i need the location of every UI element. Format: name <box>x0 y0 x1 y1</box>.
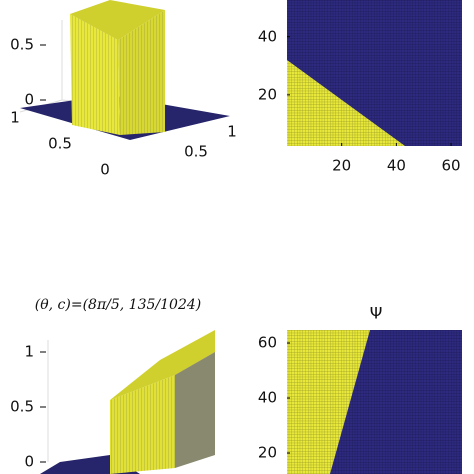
y-tick-label: 0.5 <box>184 143 208 161</box>
panel-title: (θ, c)=(8π/5, 135/1024) <box>35 297 201 313</box>
x-tick-label: 20 <box>332 157 351 175</box>
panel-title: Ψ <box>370 304 383 323</box>
z-tick-label: 0.5 <box>10 36 34 54</box>
y-tick-label: 20 <box>258 85 277 103</box>
z-tick-label: 0 <box>24 91 34 109</box>
x-tick-label: 40 <box>387 157 406 175</box>
x-tick-label: 60 <box>442 157 461 175</box>
heatmap-grid <box>287 330 462 474</box>
surface-top <box>70 0 165 40</box>
z-tick-label: 0 <box>24 453 34 471</box>
y-tick-label: 40 <box>258 389 277 407</box>
y-tick-label: 60 <box>258 334 277 352</box>
surface-mesh <box>70 10 165 135</box>
y-tick-label: 40 <box>258 27 277 45</box>
y-tick-label: 20 <box>258 444 277 462</box>
surface-mesh <box>110 375 175 474</box>
z-tick-label: 0.5 <box>10 398 34 416</box>
heatmap-panel <box>287 330 462 474</box>
heatmap-panel <box>287 0 462 146</box>
surface-top <box>110 330 215 400</box>
surface-panel <box>40 330 215 474</box>
x-tick-label: 1 <box>10 109 20 127</box>
z-tick-label: 1 <box>24 343 34 361</box>
x-tick-label: 0.5 <box>48 135 72 153</box>
surface-panel <box>19 0 230 140</box>
heatmap-grid <box>287 0 462 146</box>
surface-face <box>175 352 215 468</box>
x-tick-label: 0 <box>100 161 110 179</box>
y-tick-label: 1 <box>227 123 237 141</box>
